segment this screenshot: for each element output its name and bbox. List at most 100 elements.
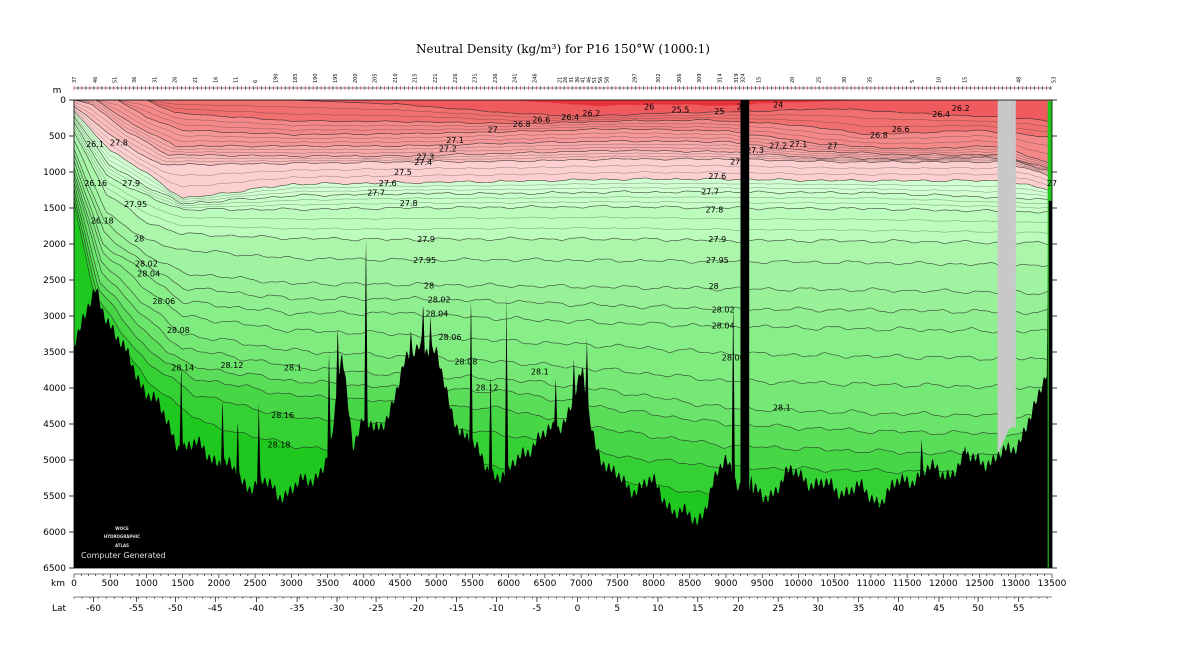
station-label: 46 [93, 77, 99, 83]
station-label: 37 [72, 77, 78, 83]
km-tick-label: 10500 [820, 579, 849, 589]
lat-tick-label: 55 [1013, 604, 1024, 614]
contour-label: 28.08 [167, 326, 190, 335]
no-data-region-edge [1012, 100, 1016, 428]
contour-label: 28.12 [220, 361, 243, 370]
station-label: 53 [1051, 77, 1057, 83]
contour-label: 27.5 [394, 168, 412, 177]
contour-label: 27.8 [705, 206, 723, 215]
contour-label: 27.8 [110, 139, 128, 148]
contour-label: 27 [827, 142, 837, 151]
contour-intermediate [74, 107, 1052, 182]
km-tick-label: 1000 [135, 579, 158, 589]
station-label: 11 [234, 77, 240, 83]
station-label: 48 [1017, 77, 1023, 83]
y-tick-label: 6500 [43, 564, 66, 574]
contour-27-2 [74, 100, 1052, 170]
station-label: 41 [581, 77, 587, 83]
contour-intermediate [74, 100, 1052, 171]
contour-label: 28.02 [712, 306, 735, 315]
contour-label: 27.6 [708, 172, 726, 181]
station-label: 302 [656, 73, 662, 83]
station-label: 25 [817, 77, 823, 83]
y-tick-label: 1000 [43, 168, 66, 178]
y-axis-label: m [53, 86, 62, 96]
km-tick-label: 7500 [606, 579, 629, 589]
lat-tick-label: 30 [812, 604, 824, 614]
y-tick-label: 6000 [43, 528, 66, 538]
contour-label: 27.7 [367, 188, 385, 197]
station-label: 20 [790, 77, 796, 83]
contour-label: 27.9 [122, 179, 140, 188]
contour-label: 27.3 [416, 152, 434, 161]
y-tick-label: 2500 [43, 276, 66, 286]
contour-label: 27.95 [413, 256, 436, 265]
km-tick-label: 11500 [893, 579, 922, 589]
station-label: 26 [563, 77, 569, 83]
contour-intermediate [74, 100, 1052, 147]
contour-label: 27.95 [124, 200, 147, 209]
lat-tick-label: 35 [853, 604, 864, 614]
contour-label: 26.18 [91, 217, 114, 226]
contour-28-08 [74, 172, 1052, 390]
station-label: 306 [677, 73, 683, 83]
contour-intermediate [74, 118, 1052, 206]
contour-27-8 [74, 122, 1052, 214]
station-label: 56 [598, 77, 604, 83]
station-label: 36 [132, 77, 138, 83]
lat-tick-label: 25 [772, 604, 783, 614]
station-label: 185 [293, 73, 299, 83]
contour-labels: 26.1 27.826.16 27.927.9526.182828.0228.042… [84, 101, 1057, 450]
x-axis-label: km [51, 579, 65, 589]
lat-tick-label: 50 [972, 604, 984, 614]
station-label: 31 [152, 77, 158, 83]
contour-28-06 [74, 167, 1052, 363]
km-tick-label: 6500 [533, 579, 556, 589]
contour-label: 28 [424, 281, 434, 290]
km-tick-label: 10000 [784, 579, 813, 589]
lat-tick-label: 45 [933, 604, 944, 614]
y-tick-label: 5500 [43, 492, 66, 502]
station-label: 215 [413, 73, 419, 83]
lat-tick-label: 5 [614, 604, 620, 614]
contour-27-9 [74, 131, 1052, 245]
contour-label: 27.6 [379, 179, 397, 188]
km-tick-label: 5000 [425, 579, 448, 589]
y-tick-label: 5000 [43, 456, 66, 466]
contour-label: 25.5 [671, 106, 689, 115]
station-label: 210 [393, 73, 399, 83]
km-tick-label: 8000 [642, 579, 665, 589]
density-contours [74, 100, 1052, 512]
km-tick-label: 8500 [678, 579, 701, 589]
station-label: 309 [697, 73, 703, 83]
contour-intermediate [74, 103, 1052, 176]
contour-intermediate [74, 112, 1052, 201]
lat-tick-label: -30 [330, 604, 345, 614]
y-tick-label: 0 [60, 96, 66, 106]
contour-label: 28.08 [454, 358, 477, 367]
no-data-region [997, 100, 1013, 455]
contour-label: 28.06 [152, 297, 175, 306]
contour-label: 25 [714, 107, 724, 116]
station-label: 324 [741, 73, 747, 83]
km-tick-label: 3500 [316, 579, 339, 589]
contour-intermediate [74, 100, 1052, 133]
contour-28 [74, 148, 1052, 295]
lat-tick-label: 10 [652, 604, 664, 614]
contour-label: 28.1 [773, 404, 791, 413]
contour-label: 25 [737, 103, 747, 112]
contour-intermediate [74, 100, 1052, 168]
lat-tick-label: -40 [249, 604, 264, 614]
y-tick-label: 4000 [43, 384, 66, 394]
station-label: 15 [757, 77, 763, 83]
lat-tick-label: 20 [733, 604, 745, 614]
km-tick-label: 13000 [1001, 579, 1030, 589]
lat-tick-label: -35 [290, 604, 305, 614]
contour-26-8 [74, 100, 1052, 138]
contour-label: 28.18 [268, 440, 291, 449]
contour-label: 26.16 [84, 179, 107, 188]
contour-label: 28.04 [425, 309, 448, 318]
contour-27-3 [74, 100, 1052, 172]
station-label: 51 [113, 77, 119, 83]
